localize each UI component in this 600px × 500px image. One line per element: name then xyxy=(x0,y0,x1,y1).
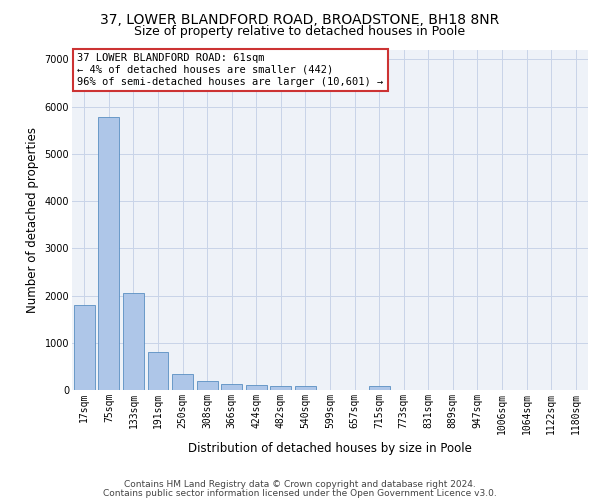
Bar xyxy=(221,384,242,390)
Y-axis label: Number of detached properties: Number of detached properties xyxy=(26,127,39,313)
Text: 37, LOWER BLANDFORD ROAD, BROADSTONE, BH18 8NR: 37, LOWER BLANDFORD ROAD, BROADSTONE, BH… xyxy=(100,12,500,26)
Bar xyxy=(271,386,292,390)
X-axis label: Distribution of detached houses by size in Poole: Distribution of detached houses by size … xyxy=(188,442,472,455)
Text: Size of property relative to detached houses in Poole: Size of property relative to detached ho… xyxy=(134,25,466,38)
Bar xyxy=(172,374,193,390)
Text: Contains public sector information licensed under the Open Government Licence v3: Contains public sector information licen… xyxy=(103,489,497,498)
Bar xyxy=(246,385,267,390)
Bar xyxy=(295,386,316,390)
Bar xyxy=(74,306,95,390)
Bar xyxy=(98,117,119,390)
Bar xyxy=(123,292,144,390)
Bar xyxy=(368,386,389,390)
Text: Contains HM Land Registry data © Crown copyright and database right 2024.: Contains HM Land Registry data © Crown c… xyxy=(124,480,476,489)
Text: 37 LOWER BLANDFORD ROAD: 61sqm
← 4% of detached houses are smaller (442)
96% of : 37 LOWER BLANDFORD ROAD: 61sqm ← 4% of d… xyxy=(77,54,383,86)
Bar xyxy=(148,352,169,390)
Bar xyxy=(197,381,218,390)
